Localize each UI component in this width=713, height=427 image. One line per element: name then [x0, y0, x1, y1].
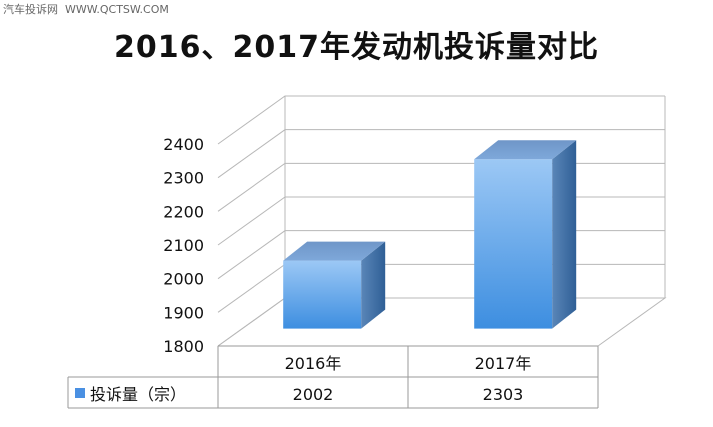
bar-front	[283, 260, 362, 329]
y-tick-label: 1800	[163, 337, 204, 356]
watermark: 汽车投诉网 WWW.QCTSW.COM	[3, 3, 169, 16]
y-tick-label: 2300	[163, 169, 204, 188]
chart-title: 2016、2017年发动机投诉量对比	[114, 30, 599, 65]
gridline	[217, 95, 665, 145]
y-tick-label: 1900	[163, 303, 204, 322]
bar	[474, 140, 577, 329]
bar-side	[361, 241, 386, 329]
y-tick-label: 2100	[163, 236, 204, 255]
data-label: 2303	[483, 385, 524, 404]
y-tick-label: 2200	[163, 202, 204, 221]
bar-side	[552, 140, 577, 329]
y-tick-label: 2000	[163, 270, 204, 289]
legend-swatch	[75, 388, 85, 398]
bar-top	[474, 140, 577, 160]
bars	[283, 140, 577, 329]
legend-label: 投诉量（宗）	[90, 385, 186, 404]
bar	[283, 241, 386, 329]
data-table: 2016年 2002 2017年 2303 投诉量（宗）	[67, 345, 599, 409]
y-axis-ticks: 1800 1900 2000 2100 2200 2300 2400	[163, 135, 204, 356]
data-label: 2002	[293, 385, 334, 404]
bar-front	[474, 159, 553, 329]
y-tick-label: 2400	[163, 135, 204, 154]
category-label: 2017年	[475, 354, 532, 373]
gridline	[217, 129, 665, 179]
bar-top	[283, 241, 386, 261]
category-label: 2016年	[285, 354, 342, 373]
